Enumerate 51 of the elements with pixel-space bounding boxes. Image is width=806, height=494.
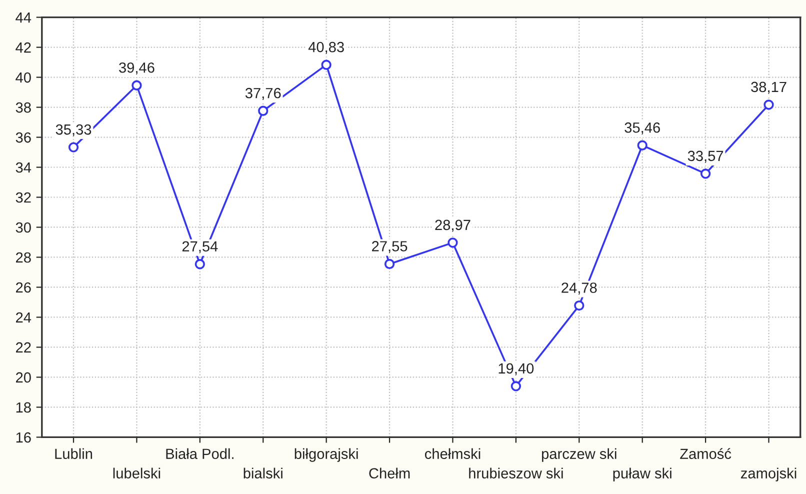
x-tick-label: hrubieszow ski <box>469 468 563 478</box>
y-tick-label: 42 <box>16 42 31 53</box>
x-tick-label: bialski <box>244 468 282 478</box>
y-tick-label: 30 <box>16 222 31 233</box>
data-label: 28,97 <box>435 220 470 232</box>
point <box>764 100 774 110</box>
y-tick-label: 24 <box>16 312 32 323</box>
point <box>258 106 268 116</box>
data-label: 27,54 <box>182 241 218 254</box>
x-tick-label: zamojski <box>740 468 796 482</box>
y-tick-label: 34 <box>16 162 32 173</box>
point <box>700 168 711 179</box>
y-tick-label: 22 <box>16 342 31 352</box>
point <box>132 80 142 90</box>
x-tick-label: Zamość <box>680 448 732 460</box>
x-tick-label: chełmski <box>424 448 480 460</box>
y-tick-label: 36 <box>16 132 31 143</box>
x-tick-label: parczew ski <box>542 448 616 462</box>
x-tick-label: Biała Podl. <box>166 448 234 460</box>
y-tick-label: 38 <box>16 102 31 113</box>
data-label: 27,55 <box>372 241 408 254</box>
point <box>194 259 205 270</box>
y-tick-label: 32 <box>16 192 31 203</box>
x-tick-label: Chełm <box>369 468 410 478</box>
data-label: 38,17 <box>751 82 786 94</box>
data-label: 39,46 <box>119 62 154 74</box>
data-label: 35,46 <box>624 122 660 134</box>
y-tick-label: 28 <box>16 252 31 263</box>
data-label: 37,76 <box>245 88 281 100</box>
y-tick-label: 26 <box>16 282 31 293</box>
point <box>510 381 522 392</box>
x-tick-label: biłgorajski <box>294 448 358 462</box>
point <box>384 258 395 270</box>
y-tick-label: 16 <box>16 432 31 443</box>
data-label: 35,33 <box>56 124 92 136</box>
point <box>68 142 79 152</box>
x-tick-label: lubelski <box>113 468 160 478</box>
point <box>448 238 458 248</box>
point <box>637 140 648 150</box>
y-tick-label: 18 <box>16 402 31 413</box>
x-tick-label: puław ski <box>613 468 672 482</box>
y-tick-label: 44 <box>16 12 32 23</box>
data-label: 19,40 <box>498 363 534 376</box>
point <box>321 60 332 70</box>
data-label: 40,83 <box>308 42 344 54</box>
point <box>574 300 584 311</box>
data-label: 33,57 <box>688 150 724 163</box>
x-tick-label: Lublin <box>55 448 92 460</box>
y-tick-label: 20 <box>16 372 31 383</box>
data-label: 24,78 <box>562 282 597 295</box>
y-tick-label: 40 <box>16 72 31 83</box>
